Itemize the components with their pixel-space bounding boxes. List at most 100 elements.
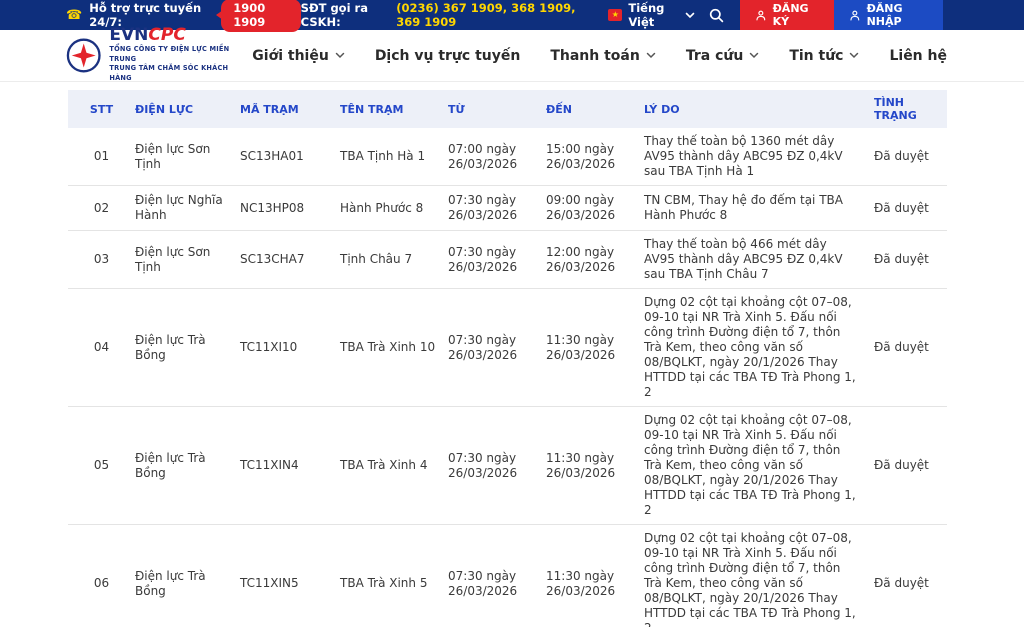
register-button-label: ĐĂNG KÝ [772,2,809,28]
row-status: Đã duyệt [874,252,929,266]
nav-item-lien-he[interactable]: Liên hệ [889,48,947,64]
row-ten-tram: Tịnh Châu 7 [340,252,413,266]
evncpc-logo[interactable]: EVNCPC TỔNG CÔNG TY ĐIỆN LỰC MIỀN TRUNG … [66,27,252,83]
row-ma-tram: TC11XIN5 [240,576,299,590]
topbar: ☎ Hỗ trợ trực tuyến 24/7: 1900 1909 SĐT … [0,0,1024,32]
table-row: 05 Điện lực Trà Bồng TC11XIN4 TBA Trà Xinh … [68,407,947,525]
row-ma-tram: SC13CHA7 [240,252,305,266]
row-status: Đã duyệt [874,576,929,590]
chevron-down-icon [850,52,859,59]
row-status: Đã duyệt [874,458,929,472]
row-ten-tram: TBA Trà Xinh 4 [340,458,428,472]
table-row: 06 Điện lực Trà Bồng TC11XIN5 TBA Trà Xinh … [68,525,947,627]
register-button[interactable]: ĐĂNG KÝ [739,0,834,30]
vietnam-flag-icon: ★ [608,9,623,21]
row-den: 11:30 ngày 26/03/2026 [546,450,616,480]
row-dien-luc: Điện lực Nghĩa Hành [135,193,223,222]
outage-table: STT ĐIỆN LỰC MÃ TRẠM TÊN TRẠM TỪ ĐẾN LÝ … [68,90,947,627]
row-ten-tram: TBA Trà Xinh 5 [340,576,428,590]
language-selector[interactable]: Tiếng Việt [628,1,695,29]
row-tu: 07:30 ngày 26/03/2026 [448,568,518,598]
search-button[interactable] [709,8,724,23]
nav-item-label: Dịch vụ trực tuyến [374,47,521,64]
company-name: TỔNG CÔNG TY ĐIỆN LỰC MIỀN TRUNG [109,45,230,63]
row-den: 11:30 ngày 26/03/2026 [546,568,616,598]
evn-star-icon [66,38,101,73]
language-label: Tiếng Việt [628,1,665,29]
search-icon [709,8,724,22]
login-button[interactable]: ĐĂNG NHẬP [833,0,943,30]
row-dien-luc: Điện lực Sơn Tịnh [135,141,211,171]
site-header: EVNCPC TỔNG CÔNG TY ĐIỆN LỰC MIỀN TRUNG … [0,27,1024,83]
row-tu: 07:30 ngày 26/03/2026 [448,193,518,222]
table-row: 02 Điện lực Nghĩa Hành NC13HP08 Hành Phước … [68,186,947,231]
nav-item-tin-tuc[interactable]: Tin tức [789,48,859,64]
row-ma-tram: TC11XIN4 [240,458,299,472]
row-ly-do: TN CBM, Thay hệ đo đếm tại TBA Hành Phướ… [644,193,843,222]
row-den: 15:00 ngày 26/03/2026 [546,141,616,171]
row-den: 12:00 ngày 26/03/2026 [546,244,616,274]
row-tu: 07:30 ngày 26/03/2026 [448,450,518,480]
nav-item-label: Tin tức [789,47,844,64]
row-stt: 05 [93,458,110,472]
brand-name: EVNCPC [109,25,186,46]
login-button-label: ĐĂNG NHẬP [866,2,903,28]
row-ly-do: Dựng 02 cột tại khoảng cột 07–08, 09-10 … [644,531,856,627]
row-status: Đã duyệt [874,340,929,354]
row-dien-luc: Điện lực Trà Bồng [135,450,206,480]
row-dien-luc: Điện lực Sơn Tịnh [135,244,211,274]
row-ma-tram: SC13HA01 [240,149,304,163]
col-header-tu: TỪ [448,102,465,116]
row-dien-luc: Điện lực Trà Bồng [135,568,206,598]
chevron-down-icon [646,52,656,59]
row-ten-tram: TBA Tịnh Hà 1 [340,149,426,163]
row-tu: 07:30 ngày 26/03/2026 [448,332,518,362]
chevron-down-icon [335,52,345,59]
col-header-ten-tram: TÊN TRẠM [340,102,404,116]
row-den: 11:30 ngày 26/03/2026 [546,332,616,362]
col-header-ma-tram: MÃ TRẠM [240,102,299,116]
row-ly-do: Thay thế toàn bộ 1360 mét dây AV95 thành… [644,134,843,178]
main-nav: Giới thiệu Dịch vụ trực tuyến Thanh toán… [252,48,947,64]
table-header-row: STT ĐIỆN LỰC MÃ TRẠM TÊN TRẠM TỪ ĐẾN LÝ … [68,90,947,128]
nav-item-label: Giới thiệu [252,47,329,64]
row-ma-tram: NC13HP08 [240,200,305,215]
nav-item-tra-cuu[interactable]: Tra cứu [686,48,759,64]
table-row: 01 Điện lực Sơn Tịnh SC13HA01 TBA Tịnh Hà 1… [68,128,947,186]
row-stt: 01 [93,149,110,163]
chevron-down-icon [685,12,695,18]
row-stt: 03 [93,252,110,266]
user-icon [756,10,766,20]
cskh-label: SĐT gọi ra CSKH: [300,1,368,29]
row-stt: 06 [93,576,110,590]
row-tu: 07:00 ngày 26/03/2026 [448,141,518,171]
row-tu: 07:30 ngày 26/03/2026 [448,244,518,274]
row-dien-luc: Điện lực Trà Bồng [135,332,206,362]
nav-item-label: Liên hệ [889,47,947,64]
row-stt: 02 [93,200,110,215]
row-ly-do: Dựng 02 cột tại khoảng cột 07–08, 09-10 … [644,413,856,517]
hotline-badge[interactable]: 1900 1909 [221,0,301,32]
row-ly-do: Thay thế toàn bộ 466 mét dây AV95 thành … [644,237,843,281]
row-ly-do: Dựng 02 cột tại khoảng cột 07–08, 09-10 … [644,295,856,399]
col-header-tinh-trang: TÌNH TRẠNG [874,96,917,122]
row-status: Đã duyệt [874,200,929,215]
chevron-down-icon [750,52,759,59]
row-ma-tram: TC11XI10 [240,340,298,354]
cskh-phone-numbers: (0236) 367 1909, 368 1909, 369 1909 [396,1,576,29]
row-den: 09:00 ngày 26/03/2026 [546,193,616,222]
table-row: 04 Điện lực Trà Bồng TC11XI10 TBA Trà Xinh … [68,289,947,407]
nav-item-dich-vu-truc-tuyen[interactable]: Dịch vụ trực tuyến [375,48,521,64]
nav-item-label: Thanh toán [550,47,640,64]
col-header-dien-luc: ĐIỆN LỰC [135,102,194,116]
row-status: Đã duyệt [874,149,929,163]
support-hotline: ☎ Hỗ trợ trực tuyến 24/7: 1900 1909 [66,0,301,32]
row-stt: 04 [93,340,110,354]
col-header-den: ĐẾN [546,102,572,116]
nav-item-thanh-toan[interactable]: Thanh toán [550,48,656,64]
table-row: 03 Điện lực Sơn Tịnh SC13CHA7 Tịnh Châu 7 07… [68,231,947,289]
nav-item-gioi-thieu[interactable]: Giới thiệu [252,48,345,64]
row-ten-tram: TBA Trà Xinh 10 [340,340,436,354]
col-header-stt: STT [89,102,114,116]
nav-item-label: Tra cứu [685,47,744,64]
